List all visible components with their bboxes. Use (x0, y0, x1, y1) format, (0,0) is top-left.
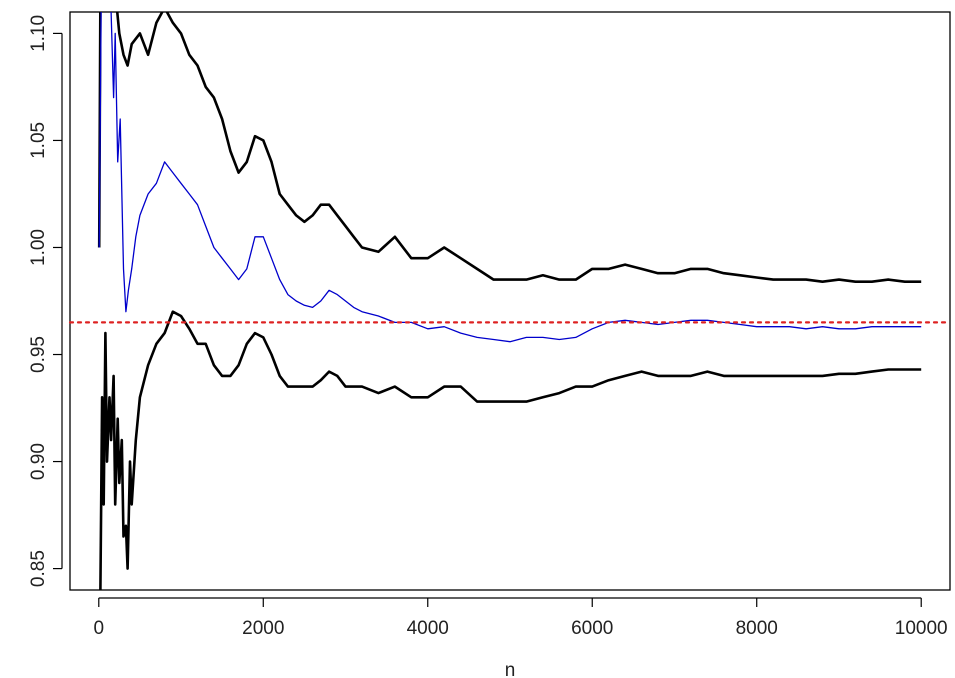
x-tick-label: 8000 (736, 618, 778, 639)
x-tick-label: 10000 (895, 618, 948, 639)
y-tick-label: 1.05 (28, 122, 49, 159)
x-axis-title: n (505, 660, 516, 678)
series-layer (97, 12, 922, 590)
y-tick-label: 1.10 (28, 15, 49, 52)
y-tick-label: 0.95 (28, 336, 49, 373)
x-tick-label: 2000 (242, 618, 284, 639)
x-axis: 0 2000 4000 6000 8000 10000 (93, 597, 948, 639)
y-tick-label: 0.90 (28, 443, 49, 480)
series-line-lower-band (99, 310, 922, 590)
series-line-estimate (98, 12, 922, 343)
plot-area-border (69, 11, 951, 591)
x-tick-label: 6000 (571, 618, 613, 639)
y-tick-label: 1.00 (28, 229, 49, 266)
x-tick-label: 0 (93, 618, 104, 639)
y-axis: 0.85 0.90 0.95 1.00 1.05 1.10 (28, 15, 63, 587)
x-tick-label: 4000 (407, 618, 449, 639)
series-line-upper-band (97, 12, 922, 284)
y-tick-label: 0.85 (28, 550, 49, 587)
